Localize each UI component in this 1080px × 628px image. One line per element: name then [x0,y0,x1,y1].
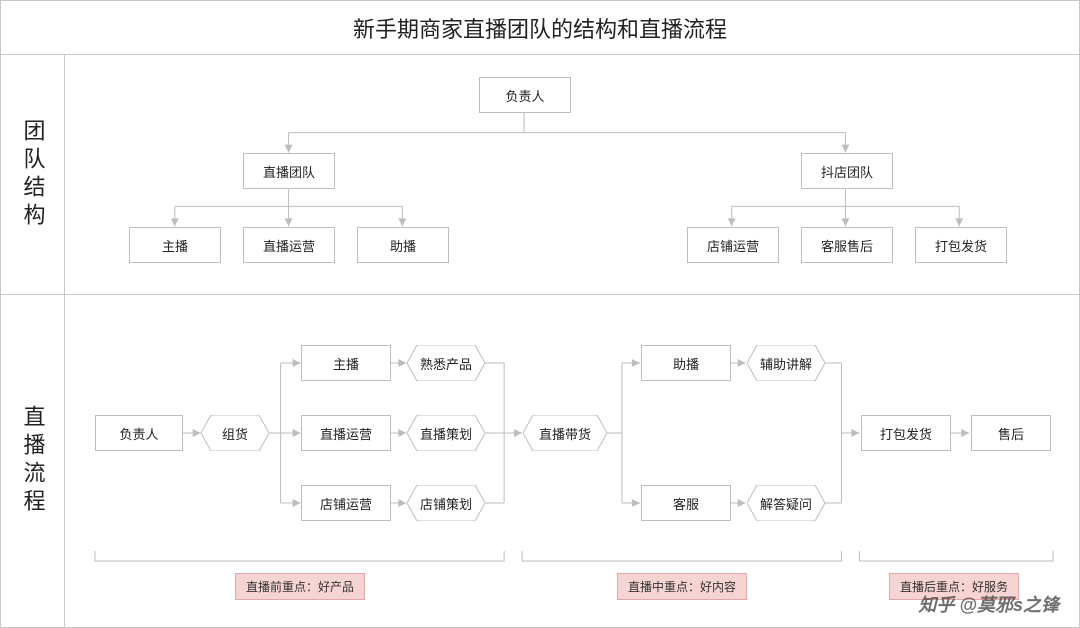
section-label-1: 团队结构 [1,55,65,294]
tree-leaf-b1: 店铺运营 [687,227,779,263]
flow-laneB1-hex: 辅助讲解 [747,345,825,381]
tree-leaf-a2: 直播运营 [243,227,335,263]
flow-tag-1: 直播前重点：好产品 [235,573,365,600]
flow-laneB2-hex: 解答疑问 [747,485,825,521]
flow-mid-hex: 直播带货 [523,415,607,451]
section-team-structure: 团队结构 [1,55,1079,295]
flow-lane3-hex: 店铺策划 [407,485,485,521]
flow-hex-group: 组货 [201,415,269,451]
flow-mid-hex-label: 直播带货 [539,424,591,443]
flow-lane1-box: 主播 [301,345,391,381]
tree-root: 负责人 [479,77,571,113]
page-title: 新手期商家直播团队的结构和直播流程 [1,1,1079,55]
flow-lane2-box: 直播运营 [301,415,391,451]
flow-laneB1-box: 助播 [641,345,731,381]
diagram-frame: 新手期商家直播团队的结构和直播流程 团队结构 [0,0,1080,628]
flow-laneB2-box: 客服 [641,485,731,521]
flow-out1: 打包发货 [861,415,951,451]
tree-leaf-b3: 打包发货 [915,227,1007,263]
tree-teamA: 直播团队 [243,153,335,189]
flow-lane1-hex: 熟悉产品 [407,345,485,381]
tree-leaf-a1: 主播 [129,227,221,263]
tree-leaf-a3: 助播 [357,227,449,263]
flow-hex-group-label: 组货 [222,424,248,443]
flow-lane3-hex-label: 店铺策划 [420,494,472,513]
flow-out2: 售后 [971,415,1051,451]
flow-lane1-hex-label: 熟悉产品 [420,354,472,373]
flow-tag-2: 直播中重点：好内容 [617,573,747,600]
flow-start: 负责人 [95,415,183,451]
flow-lane3-box: 店铺运营 [301,485,391,521]
section-live-flow: 直播流程 [1,295,1079,627]
flow-body: 负责人 组货 主播 直播运营 店铺运营 熟悉产品 直播策划 店铺策划 [65,295,1079,627]
tree-teamB: 抖店团队 [801,153,893,189]
watermark: 知乎 @莫邪s之锋 [918,591,1059,617]
flow-laneB1-hex-label: 辅助讲解 [760,354,812,373]
flow-laneB2-hex-label: 解答疑问 [760,494,812,513]
section-label-2: 直播流程 [1,295,65,627]
tree-leaf-b2: 客服售后 [801,227,893,263]
team-tree: 负责人 直播团队 抖店团队 主播 直播运营 助播 店铺运营 客服售后 打包发货 [65,55,1079,294]
flow-lane2-hex-label: 直播策划 [420,424,472,443]
flow-lane2-hex: 直播策划 [407,415,485,451]
